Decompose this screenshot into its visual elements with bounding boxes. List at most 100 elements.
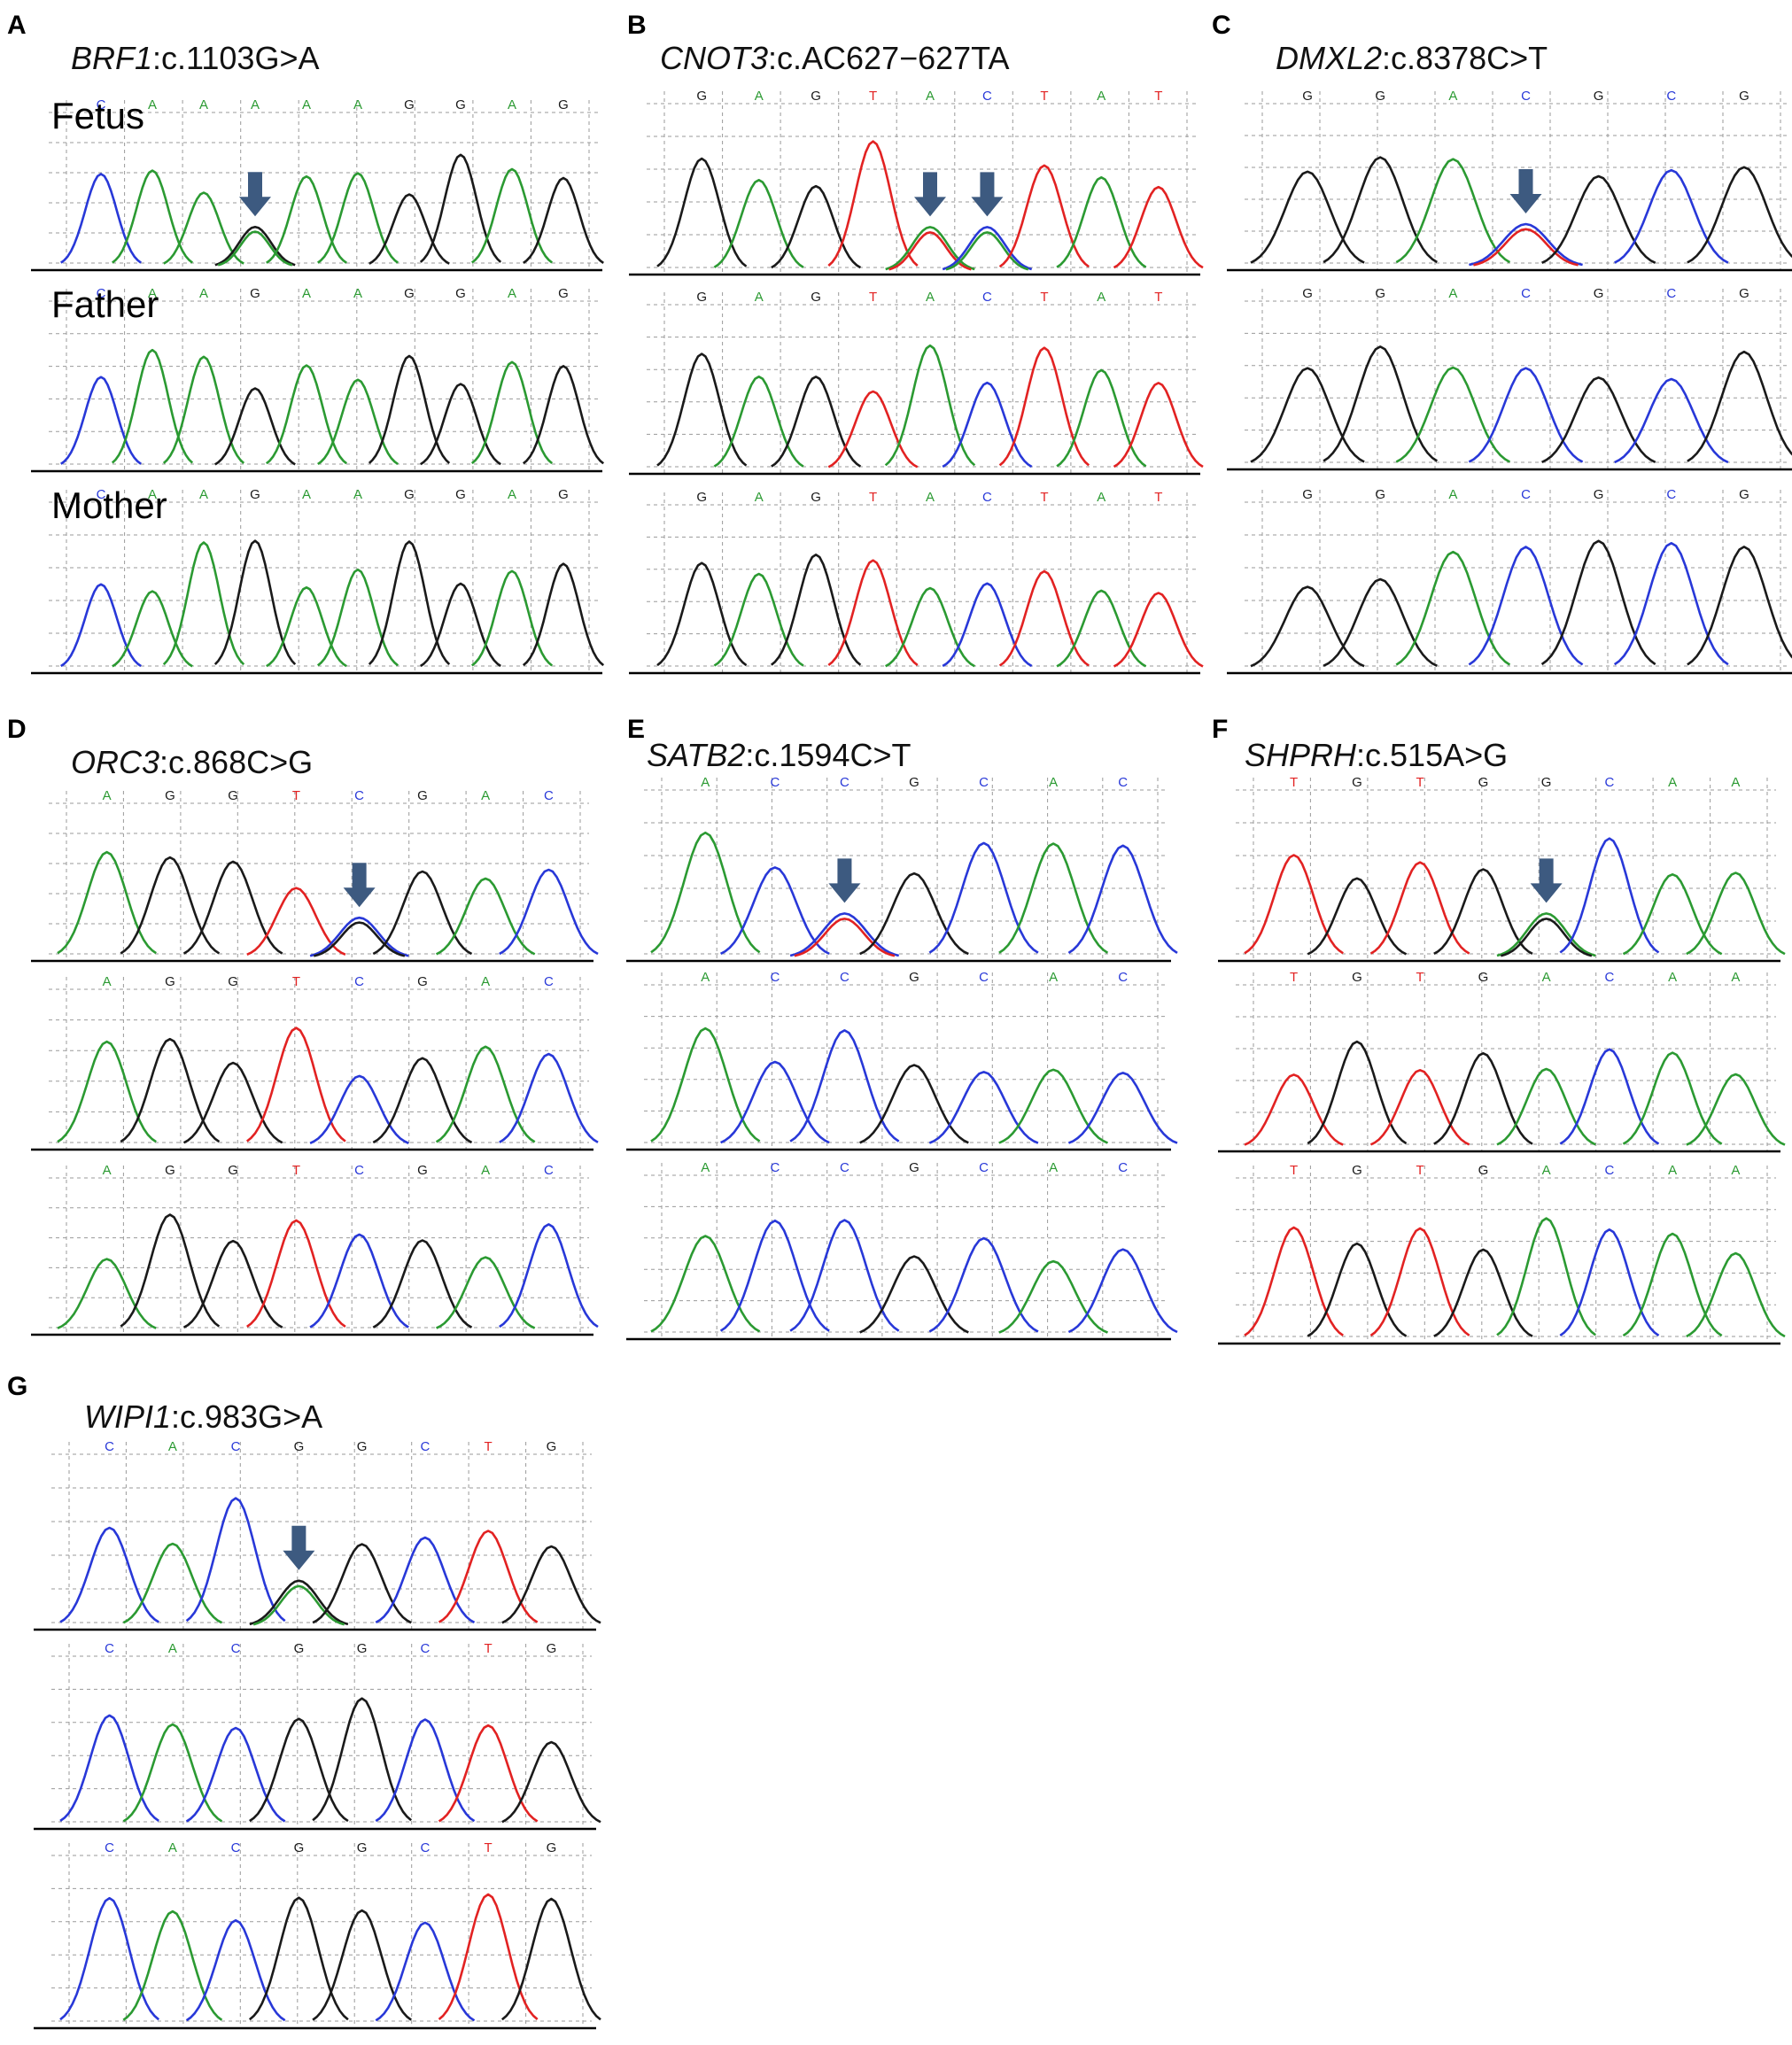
base-call: G (1352, 1163, 1362, 1178)
base-call: T (1040, 290, 1048, 305)
peak-A (317, 378, 399, 466)
peak-G (182, 1239, 283, 1328)
base-call: A (1049, 775, 1058, 790)
panel-c: C DMXL2:c.8378C>T G G A C G C G G G A C G C G G G A C G C G (1212, 11, 1792, 675)
base-call: G (811, 290, 821, 305)
peak-T (246, 1219, 346, 1328)
peak-G (859, 1064, 969, 1144)
base-call: C (840, 1160, 849, 1175)
peak-T (438, 1724, 539, 1823)
peak-A (1395, 550, 1511, 666)
peak-G (249, 1717, 349, 1823)
base-call: C (1521, 286, 1531, 301)
peak-A (945, 231, 1029, 271)
peak-A (650, 1026, 761, 1143)
peak-G (656, 352, 748, 467)
peak-C (309, 1074, 409, 1144)
base-call: T (1290, 970, 1298, 985)
peak-G (1433, 868, 1533, 956)
base-call: A (148, 97, 157, 112)
peak-C (375, 1718, 476, 1823)
peak-G (214, 387, 296, 466)
base-call: G (558, 286, 569, 301)
peak-C (1614, 168, 1729, 264)
base-call: A (1097, 290, 1105, 305)
base-call: A (755, 490, 764, 505)
sample-label: Father (51, 283, 159, 325)
base-call: C (97, 97, 106, 112)
base-call: A (926, 490, 935, 505)
base-call: A (168, 1840, 177, 1855)
base-call: T (869, 490, 877, 505)
peak-C (928, 1236, 1039, 1333)
peak-G (1307, 1040, 1408, 1145)
peak-C (1469, 222, 1583, 267)
peak-T (1369, 1227, 1470, 1336)
peak-A (1686, 1073, 1786, 1146)
base-call: G (1352, 775, 1362, 790)
peak-A (650, 831, 761, 954)
peak-G (1433, 1052, 1533, 1145)
base-call: C (544, 788, 554, 803)
base-call: G (1739, 487, 1749, 502)
peak-G (859, 1255, 969, 1334)
peak-A (316, 568, 400, 667)
peak-G (771, 184, 862, 269)
base-call: A (353, 97, 362, 112)
peak-G (372, 870, 473, 956)
base-call: G (547, 1641, 557, 1656)
variant-notation: :c.1103G>A (152, 40, 319, 76)
variant-title: SHPRH:c.515A>G (1245, 737, 1508, 773)
base-call: T (1154, 89, 1162, 104)
base-call: C (770, 775, 780, 790)
base-call: G (1302, 89, 1313, 104)
peak-A (713, 179, 804, 268)
base-call: A (755, 290, 764, 305)
base-call: C (231, 1439, 241, 1454)
peak-A (217, 230, 293, 267)
peak-A (1686, 1251, 1786, 1338)
peak-G (419, 153, 502, 263)
peak-A (57, 1040, 157, 1143)
peak-C (185, 1497, 286, 1623)
base-call: T (1154, 290, 1162, 305)
base-call: G (294, 1641, 305, 1656)
base-call: G (228, 1163, 238, 1178)
base-call: A (1097, 89, 1105, 104)
peak-G (1687, 350, 1792, 462)
peak-T (827, 559, 919, 667)
base-call: A (481, 1163, 490, 1178)
base-call: G (357, 1641, 368, 1656)
base-call: T (292, 974, 300, 989)
variant-title: ORC3:c.868C>G (71, 744, 313, 780)
base-call: C (979, 970, 989, 985)
peak-C (1559, 1228, 1660, 1336)
base-call: G (404, 97, 415, 112)
base-call: A (353, 286, 362, 301)
base-call: T (1416, 970, 1424, 985)
base-call: C (354, 1163, 364, 1178)
base-call: A (1448, 286, 1457, 301)
base-call: A (701, 970, 710, 985)
base-call: A (481, 788, 490, 803)
peak-A (265, 364, 348, 465)
base-call: A (199, 97, 208, 112)
peak-G (313, 921, 406, 957)
base-call: C (231, 1641, 241, 1656)
base-call: T (485, 1439, 493, 1454)
peak-G (182, 860, 283, 955)
peak-C (1067, 1248, 1178, 1334)
peak-T (438, 1893, 539, 2020)
peak-G (312, 1697, 413, 1822)
base-call: G (1739, 89, 1749, 104)
peak-A (1395, 158, 1511, 264)
peak-A (1056, 176, 1147, 268)
base-call: T (869, 89, 877, 104)
base-call: G (696, 290, 707, 305)
peak-T (245, 1026, 346, 1143)
base-call: G (165, 788, 175, 803)
